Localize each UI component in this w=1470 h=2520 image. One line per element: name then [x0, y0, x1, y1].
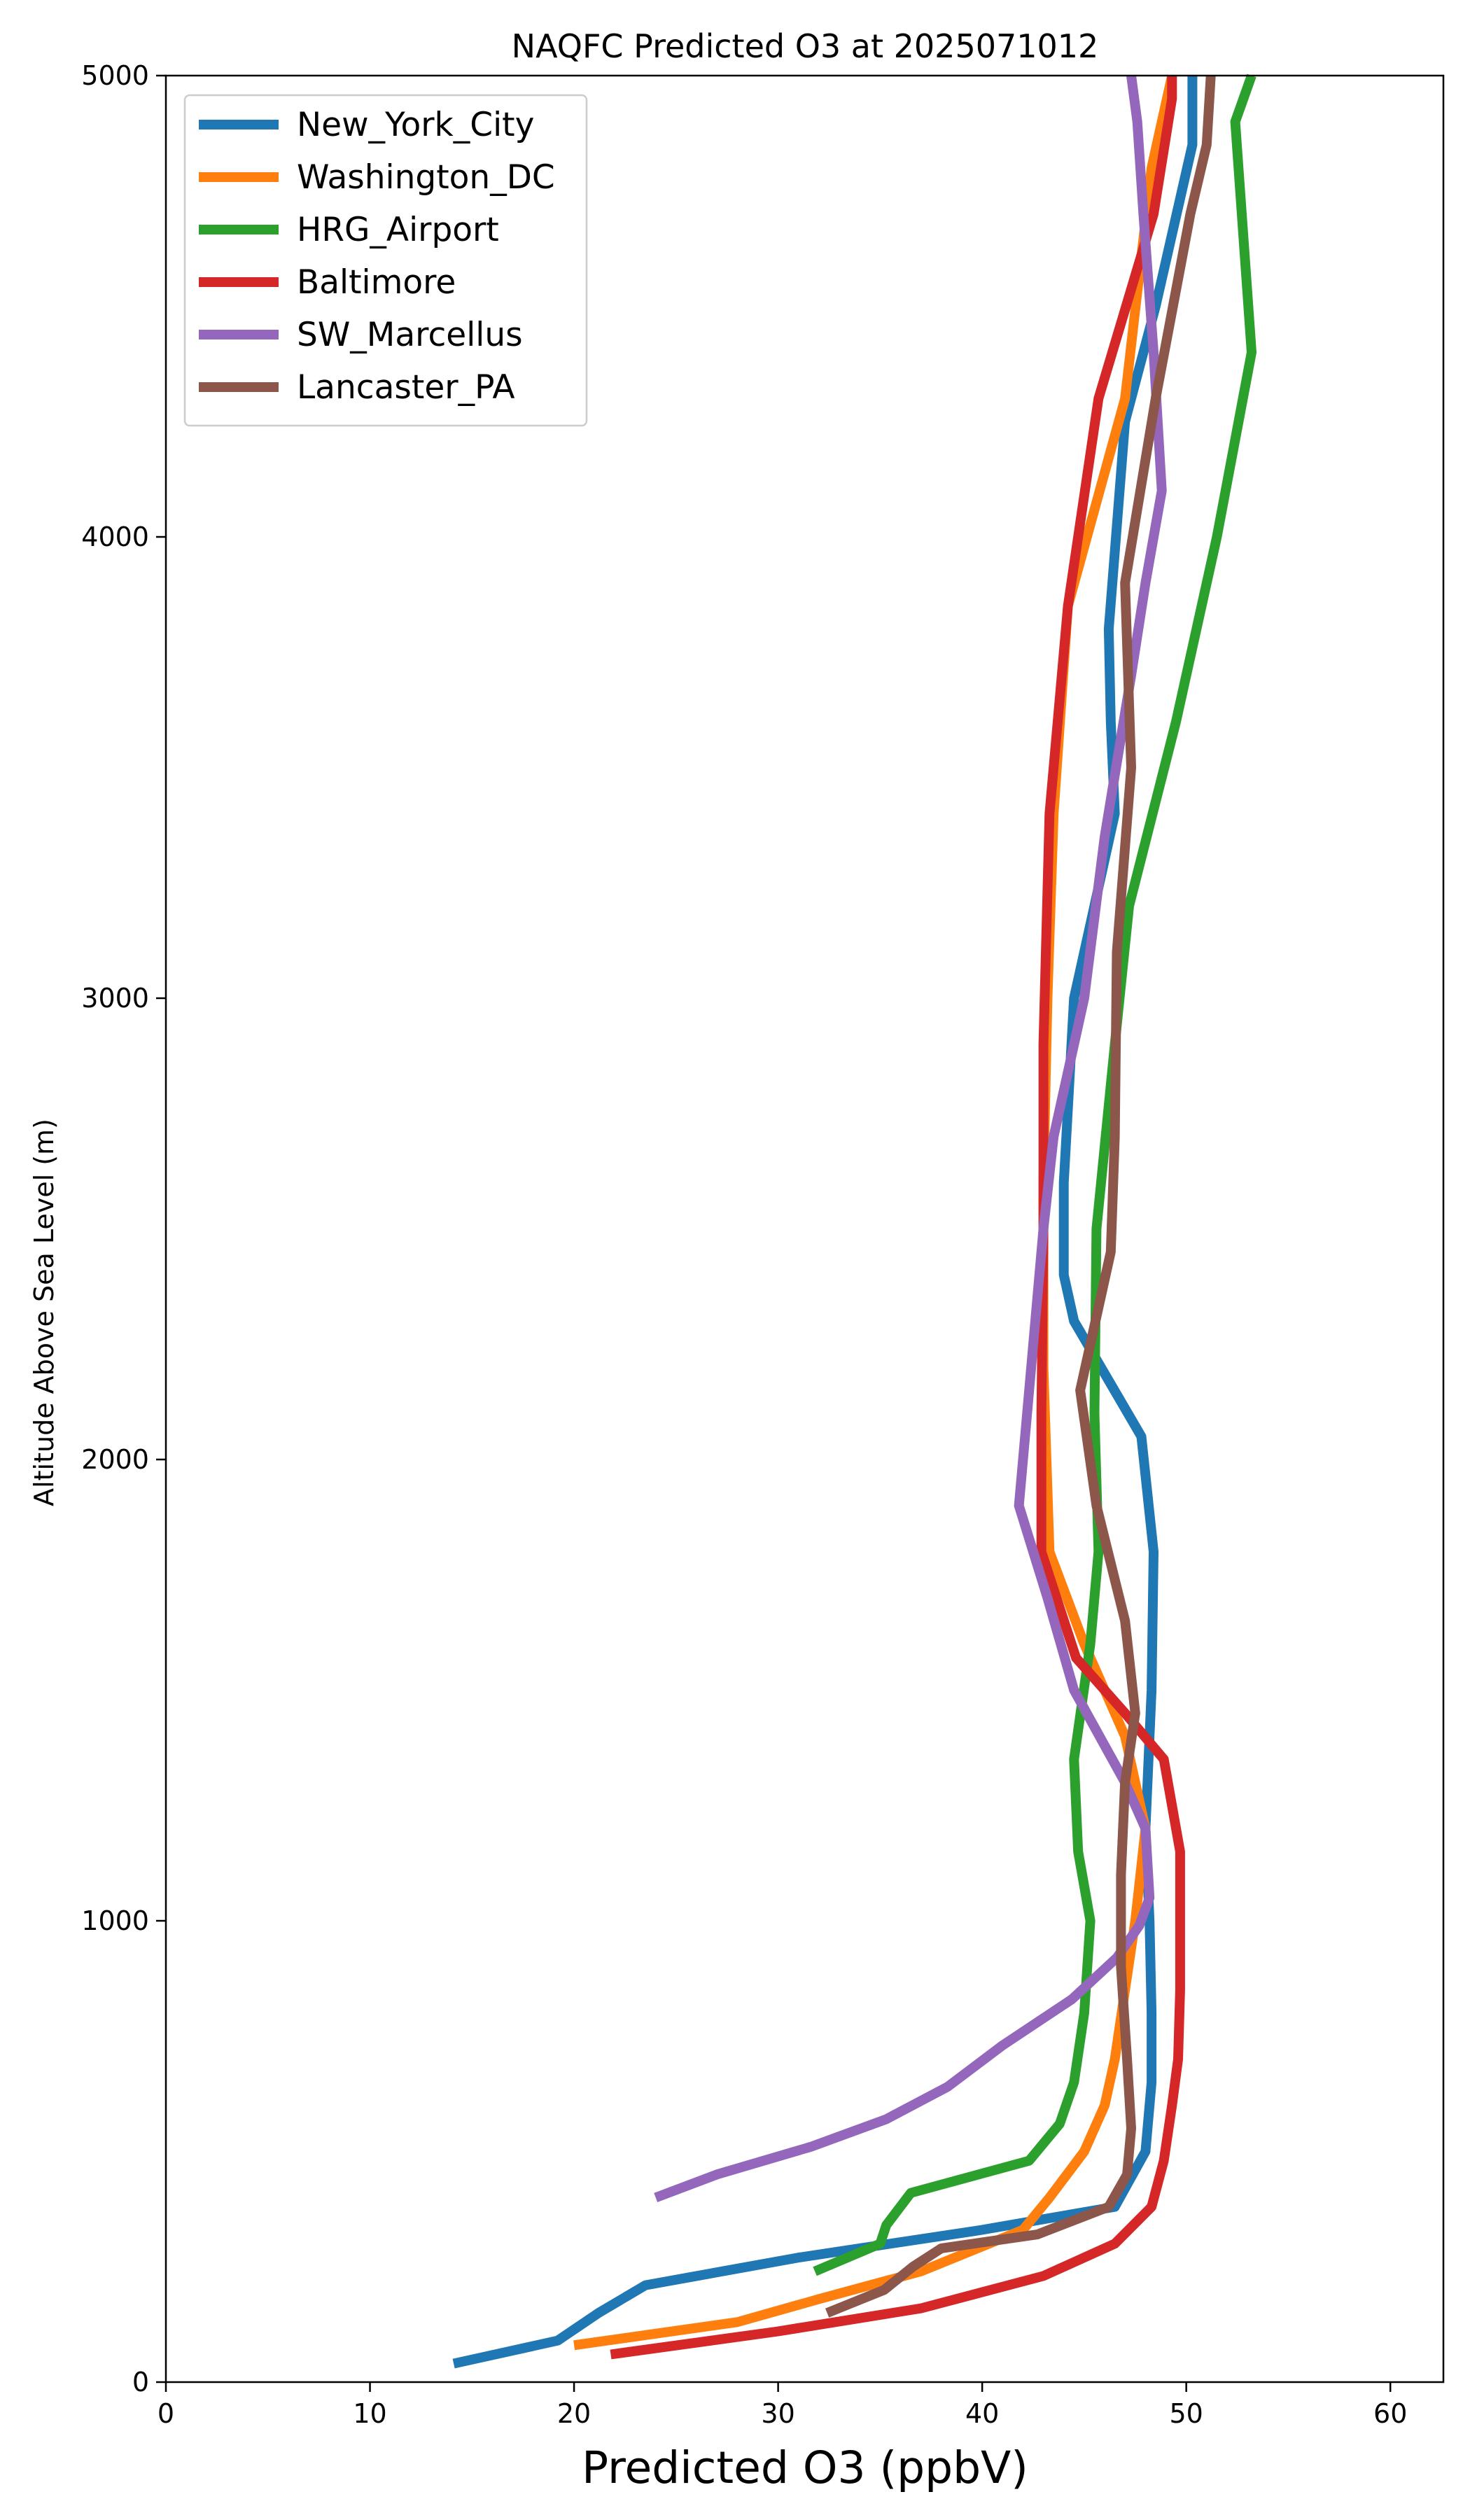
y-tick-label: 4000 — [81, 522, 149, 552]
series-line-lancaster-pa — [825, 75, 1216, 2318]
y-tick-label: 2000 — [81, 1444, 149, 1475]
legend-label: HRG_Airport — [297, 211, 499, 249]
legend-label: Lancaster_PA — [297, 368, 515, 407]
axis-ticks: 0 10 20 30 40 50 60 0 1000 2000 3000 4000 5000 — [81, 60, 1407, 2429]
x-tick-label: 60 — [1373, 2398, 1407, 2429]
x-tick-label: 20 — [557, 2398, 591, 2429]
plot-frame — [164, 74, 1445, 2384]
x-tick-label: 10 — [353, 2398, 386, 2429]
y-tick-label: 3000 — [81, 983, 149, 1014]
y-axis-title: Altitude Above Sea Level (m) — [29, 1119, 59, 1506]
legend: New_York_City Washington_DC HRG_Airport Bal… — [183, 94, 588, 427]
series-lines — [452, 74, 1256, 2369]
x-tick-label: 30 — [761, 2398, 794, 2429]
x-axis-title: Predicted O3 (ppbV) — [582, 2442, 1028, 2493]
chart-title: NAQFC Predicted O3 at 2025071012 — [512, 27, 1099, 65]
legend-box — [183, 94, 588, 427]
y-tick-label: 0 — [132, 2367, 149, 2398]
series-line-sw-marcellus — [654, 75, 1167, 2202]
series-line-new-york-city — [452, 76, 1198, 2369]
y-tick-label: 5000 — [81, 60, 149, 91]
x-tick-label: 40 — [965, 2398, 999, 2429]
legend-label: SW_Marcellus — [297, 316, 523, 354]
legend-label: Washington_DC — [297, 158, 555, 197]
x-tick-label: 50 — [1169, 2398, 1203, 2429]
y-tick-label: 1000 — [81, 1905, 149, 1936]
series-line-baltimore — [610, 76, 1185, 2360]
legend-label: Baltimore — [297, 263, 456, 302]
x-tick-label: 0 — [158, 2398, 174, 2429]
legend-label: New_York_City — [297, 106, 534, 144]
